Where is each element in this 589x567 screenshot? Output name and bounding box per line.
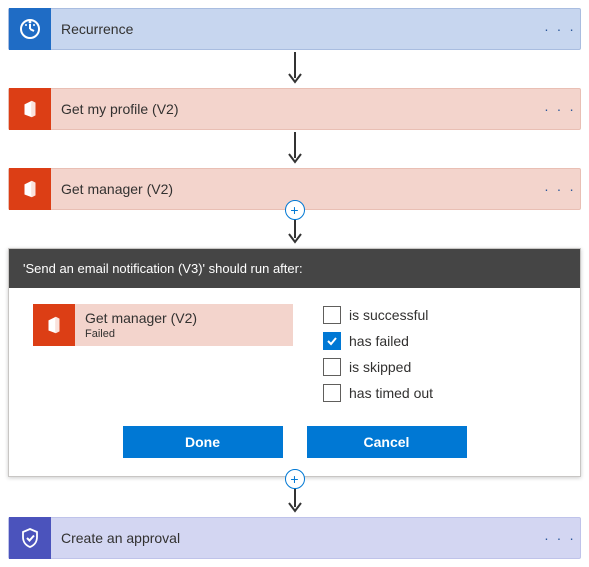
cancel-button[interactable]: Cancel <box>307 426 467 458</box>
run-after-options: is successful has failed is skipped has … <box>323 304 556 410</box>
previous-step-card: Get manager (V2) Failed <box>33 304 293 410</box>
add-step-button[interactable]: + <box>285 200 305 220</box>
checkbox-icon <box>323 358 341 376</box>
previous-step-title: Get manager (V2) <box>85 310 283 326</box>
checkbox-icon <box>323 332 341 350</box>
previous-step-status: Failed <box>85 328 283 340</box>
approval-icon <box>9 517 51 559</box>
office-icon <box>9 88 51 130</box>
option-label: has failed <box>349 333 409 349</box>
option-has-timed-out[interactable]: has timed out <box>323 384 556 402</box>
recurrence-icon <box>9 8 51 50</box>
option-label: is successful <box>349 307 428 323</box>
flow-arrow: + <box>8 479 581 517</box>
more-icon[interactable]: · · · <box>540 181 580 197</box>
checkbox-icon <box>323 306 341 324</box>
office-icon <box>33 304 75 346</box>
flow-arrow <box>8 50 581 88</box>
step-title: Recurrence <box>51 21 540 37</box>
add-step-button[interactable]: + <box>285 469 305 489</box>
step-title: Create an approval <box>51 530 540 546</box>
panel-header: 'Send an email notification (V3)' should… <box>9 249 580 288</box>
more-icon[interactable]: · · · <box>540 21 580 37</box>
done-button[interactable]: Done <box>123 426 283 458</box>
more-icon[interactable]: · · · <box>540 530 580 546</box>
step-get-profile[interactable]: Get my profile (V2) · · · <box>8 88 581 130</box>
office-icon <box>9 168 51 210</box>
option-label: is skipped <box>349 359 411 375</box>
step-title: Get manager (V2) <box>51 181 540 197</box>
flow-arrow: + <box>8 210 581 248</box>
step-title: Get my profile (V2) <box>51 101 540 117</box>
step-create-approval[interactable]: Create an approval · · · <box>8 517 581 559</box>
option-label: has timed out <box>349 385 433 401</box>
option-has-failed[interactable]: has failed <box>323 332 556 350</box>
step-recurrence[interactable]: Recurrence · · · <box>8 8 581 50</box>
flow-arrow <box>8 130 581 168</box>
option-is-successful[interactable]: is successful <box>323 306 556 324</box>
option-is-skipped[interactable]: is skipped <box>323 358 556 376</box>
checkbox-icon <box>323 384 341 402</box>
more-icon[interactable]: · · · <box>540 101 580 117</box>
run-after-panel: 'Send an email notification (V3)' should… <box>8 248 581 477</box>
